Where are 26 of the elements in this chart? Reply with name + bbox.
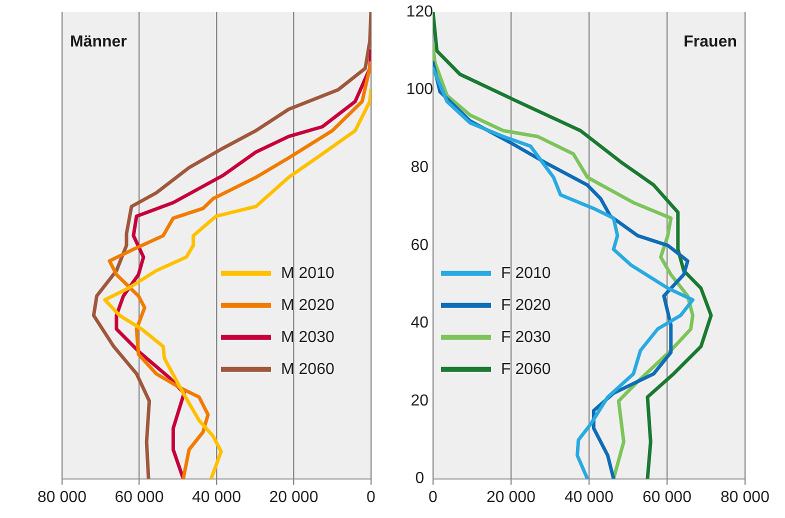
y-tick-label: 20: [410, 392, 429, 410]
x-tick-label: 80 000: [38, 488, 87, 506]
y-tick-label: 0: [415, 470, 424, 488]
legend-label: F 2020: [501, 296, 551, 314]
x-tick-label: 20 000: [269, 488, 318, 506]
x-tick-label: 60 000: [114, 488, 164, 506]
x-tick-label: 20 000: [486, 488, 536, 506]
legend-label: M 2010: [281, 264, 334, 282]
text: Männer: [70, 33, 127, 50]
legend-label: F 2030: [501, 328, 551, 346]
legend-label: M 2060: [281, 360, 334, 378]
legend-label: M 2030: [281, 328, 334, 346]
legend-label: M 2020: [281, 296, 334, 314]
x-tick-label: 0: [366, 488, 376, 506]
x-tick-label: 40 000: [564, 488, 614, 506]
legend-label: F 2010: [501, 264, 551, 282]
y-tick-label: 100: [406, 81, 434, 98]
y-tick-label: 60: [410, 236, 429, 254]
x-tick-label: 60 000: [642, 488, 692, 506]
x-tick-label: 80 000: [720, 488, 770, 506]
x-tick-label: 40 000: [192, 488, 242, 506]
y-tick-label: 120: [406, 3, 434, 20]
text: Frauen: [684, 33, 737, 50]
y-tick-label: 40: [410, 314, 429, 332]
legend-label: F 2060: [501, 360, 551, 378]
y-tick-label: 80: [410, 159, 429, 176]
